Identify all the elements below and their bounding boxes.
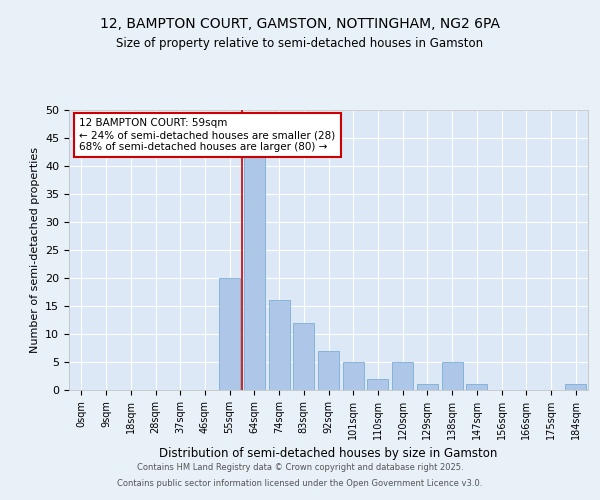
Text: 12, BAMPTON COURT, GAMSTON, NOTTINGHAM, NG2 6PA: 12, BAMPTON COURT, GAMSTON, NOTTINGHAM, … — [100, 18, 500, 32]
Bar — [293, 323, 314, 390]
Text: Contains HM Land Registry data © Crown copyright and database right 2025.: Contains HM Land Registry data © Crown c… — [137, 464, 463, 472]
X-axis label: Distribution of semi-detached houses by size in Gamston: Distribution of semi-detached houses by … — [160, 448, 497, 460]
Text: 12 BAMPTON COURT: 59sqm
← 24% of semi-detached houses are smaller (28)
68% of se: 12 BAMPTON COURT: 59sqm ← 24% of semi-de… — [79, 118, 335, 152]
Bar — [466, 384, 487, 390]
Text: Size of property relative to semi-detached houses in Gamston: Size of property relative to semi-detach… — [116, 38, 484, 51]
Bar — [343, 362, 364, 390]
Bar — [219, 278, 240, 390]
Bar — [417, 384, 438, 390]
Text: Contains public sector information licensed under the Open Government Licence v3: Contains public sector information licen… — [118, 478, 482, 488]
Bar — [244, 155, 265, 390]
Bar — [442, 362, 463, 390]
Bar — [367, 379, 388, 390]
Bar — [565, 384, 586, 390]
Bar — [318, 351, 339, 390]
Y-axis label: Number of semi-detached properties: Number of semi-detached properties — [29, 147, 40, 353]
Bar — [269, 300, 290, 390]
Bar — [392, 362, 413, 390]
